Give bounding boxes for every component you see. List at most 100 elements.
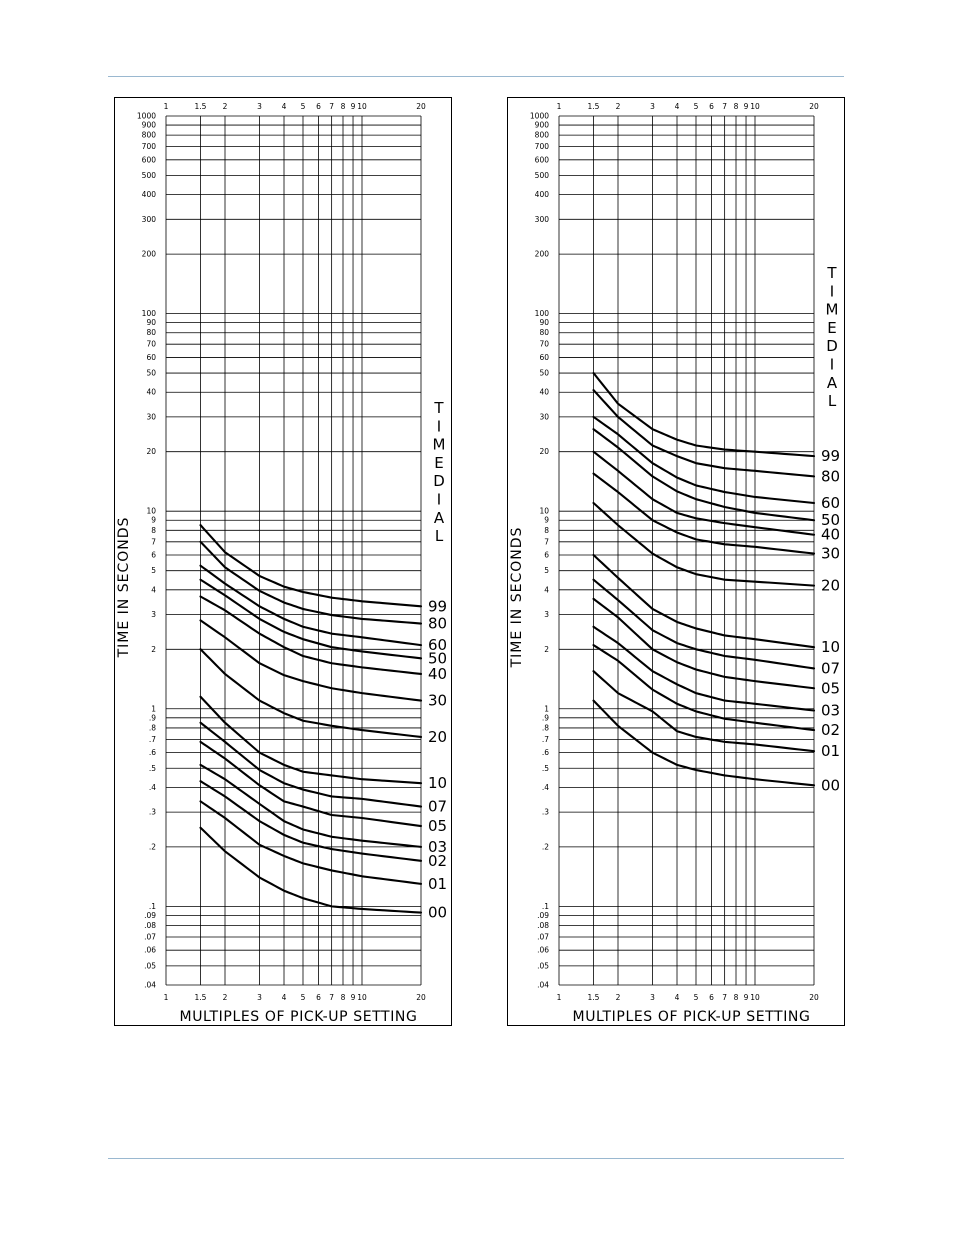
y-tick-label: 90	[146, 318, 156, 327]
series-label: 01	[821, 742, 840, 760]
series-label: 40	[821, 526, 840, 544]
y-axis-title: TIME IN SECONDS	[116, 517, 132, 659]
x-tick-label-top: 1.5	[195, 102, 207, 111]
y-tick-label: .3	[149, 808, 156, 817]
series-label: 05	[821, 679, 840, 697]
y-tick-label: .7	[149, 735, 156, 744]
y-tick-label: .06	[144, 946, 156, 955]
y-tick-label: 8	[151, 526, 156, 535]
y-tick-label: 500	[535, 171, 550, 180]
x-tick-label-top: 10	[750, 102, 760, 111]
series-line	[592, 699, 816, 787]
y-tick-label: 7	[544, 537, 549, 546]
series-line	[199, 619, 423, 702]
y-tick-label: 1	[151, 704, 156, 713]
y-tick-label: 400	[142, 190, 157, 199]
y-tick-label: 20	[539, 447, 549, 456]
y-tick-label: 4	[544, 585, 549, 594]
y-tick-label: 7	[151, 537, 156, 546]
x-tick-label-top: 1	[164, 102, 169, 111]
y-tick-label: 100	[535, 309, 550, 318]
grid-lines	[165, 115, 422, 986]
y-tick-label: .08	[144, 921, 156, 930]
series-line	[199, 564, 423, 647]
y-tick-label: 1000	[530, 112, 549, 121]
y-tick-label: .04	[144, 981, 156, 990]
y-tick-label: .9	[542, 713, 549, 722]
series-label: 02	[821, 721, 840, 739]
y-tick-label: 4	[151, 585, 156, 594]
x-tick-label-bottom: 1	[164, 993, 169, 1002]
series-line	[592, 597, 816, 690]
series-line	[199, 721, 423, 808]
y-tick-label: 400	[535, 190, 550, 199]
series-line	[592, 553, 816, 649]
x-tick-label-top: 20	[416, 102, 426, 111]
x-tick-label-bottom: 5	[694, 993, 699, 1002]
y-tick-label: .6	[542, 748, 549, 757]
x-tick-label-top: 9	[351, 102, 356, 111]
series-lines	[592, 372, 816, 787]
y-axis-title: TIME IN SECONDS	[509, 527, 525, 669]
series-line	[592, 578, 816, 670]
series-line	[592, 428, 816, 522]
legend-title-letter: D	[433, 472, 445, 490]
legend-title-letter: E	[827, 319, 836, 337]
x-tick-label-top: 6	[316, 102, 321, 111]
legend-title-letter: M	[433, 436, 446, 454]
series-label: 99	[821, 447, 840, 465]
series-line	[592, 501, 816, 587]
y-tick-label: 60	[539, 353, 549, 362]
chart-frame	[507, 97, 845, 1026]
series-line	[592, 450, 816, 536]
series-label: 07	[821, 659, 840, 677]
x-tick-label-top: 3	[257, 102, 262, 111]
x-tick-label-top: 4	[282, 102, 287, 111]
series-label: 80	[428, 615, 447, 633]
x-tick-label-bottom: 10	[750, 993, 760, 1002]
legend-title-letter: D	[826, 337, 838, 355]
x-axis-title: MULTIPLES OF PICK-UP SETTING	[180, 1009, 418, 1025]
series-label: 20	[428, 728, 447, 746]
series-label: 40	[428, 665, 447, 683]
x-tick-label-top: 1.5	[588, 102, 600, 111]
y-tick-label: .4	[542, 783, 549, 792]
series-label: 30	[428, 692, 447, 710]
x-tick-label-top: 5	[694, 102, 699, 111]
x-tick-label-bottom: 6	[316, 993, 321, 1002]
y-tick-label: 600	[142, 155, 157, 164]
y-tick-label: 8	[544, 526, 549, 535]
x-tick-label-bottom: 7	[329, 993, 334, 1002]
x-tick-label-top: 20	[809, 102, 819, 111]
x-tick-label-bottom: 8	[341, 993, 346, 1002]
y-tick-label: 9	[151, 516, 156, 525]
legend-title-letter: T	[826, 264, 837, 282]
series-label: 05	[428, 817, 447, 835]
series-label: 02	[428, 852, 447, 870]
x-tick-label-bottom: 20	[416, 993, 426, 1002]
series-line	[199, 578, 423, 660]
y-tick-label: 10	[146, 507, 156, 516]
y-tick-label: 500	[142, 171, 157, 180]
y-tick-label: 60	[146, 353, 156, 362]
x-tick-label-bottom: 8	[734, 993, 739, 1002]
y-tick-label: 5	[544, 566, 549, 575]
y-tick-label: 30	[539, 412, 549, 421]
x-tick-label-bottom: 1.5	[195, 993, 207, 1002]
series-label: 10	[821, 638, 840, 656]
x-tick-label-bottom: 2	[616, 993, 621, 1002]
y-tick-label: .08	[537, 921, 549, 930]
y-tick-label: 700	[142, 142, 157, 151]
legend-title-letter: I	[437, 491, 441, 509]
series-line	[592, 372, 816, 458]
y-tick-label: .1	[542, 902, 549, 911]
x-axis-title: MULTIPLES OF PICK-UP SETTING	[573, 1009, 811, 1025]
y-tick-label: 50	[539, 369, 549, 378]
y-tick-label: 200	[535, 250, 550, 259]
y-tick-label: 80	[146, 328, 156, 337]
y-tick-label: 800	[142, 131, 157, 140]
y-tick-label: .1	[149, 902, 156, 911]
series-line	[592, 415, 816, 505]
y-tick-label: .7	[542, 735, 549, 744]
